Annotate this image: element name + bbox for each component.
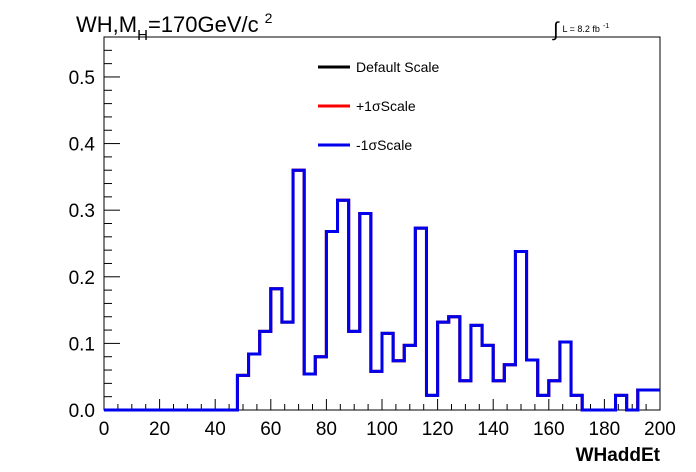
integral-symbol: ∫ (552, 19, 560, 41)
x-axis-label: WHaddEt (576, 445, 661, 466)
luminosity-label: ∫ L = 8.2 fb -1 (552, 19, 609, 41)
luminosity-value: L = 8.2 fb (562, 24, 599, 34)
y-axis-ticks: 0.0 0.1 0.2 0.3 0.4 0.5 (69, 36, 120, 422)
x-tick-label: 60 (260, 419, 281, 440)
chart-title-superscript: 2 (265, 10, 273, 26)
x-tick-label: 100 (366, 419, 398, 440)
chart-title-main: WH,M (76, 12, 137, 37)
x-tick-label: 80 (316, 419, 337, 440)
legend-label: Default Scale (356, 59, 439, 75)
histogram-series-2 (104, 168, 660, 412)
x-tick-label: 140 (477, 419, 509, 440)
legend: Default Scale +1σScale -1σScale (318, 59, 439, 153)
x-axis-ticks: 0 20 40 60 80 100 120 140 160 180 200 (99, 399, 676, 440)
chart-title: WH,MH=170GeV/c 2 (76, 10, 273, 44)
x-tick-label: 40 (205, 419, 226, 440)
x-tick-label: 200 (644, 419, 676, 440)
y-tick-label: 0.4 (69, 135, 96, 156)
y-tick-label: 0.1 (69, 334, 95, 355)
y-tick-label: 0.5 (69, 68, 95, 89)
x-tick-label: 120 (422, 419, 454, 440)
x-tick-label: 160 (533, 419, 565, 440)
series-group (104, 168, 660, 412)
luminosity-exponent: -1 (603, 23, 609, 30)
x-tick-label: 180 (589, 419, 621, 440)
legend-label: +1σScale (356, 98, 416, 114)
legend-label: -1σScale (356, 137, 412, 153)
x-tick-label: 0 (99, 419, 110, 440)
y-tick-label: 0.0 (69, 401, 95, 422)
y-tick-label: 0.2 (69, 268, 95, 289)
y-tick-label: 0.3 (69, 201, 95, 222)
chart-title-subscript: H (137, 27, 148, 44)
chart-title-rest: =170GeV/c (148, 12, 259, 37)
x-tick-label: 20 (149, 419, 170, 440)
